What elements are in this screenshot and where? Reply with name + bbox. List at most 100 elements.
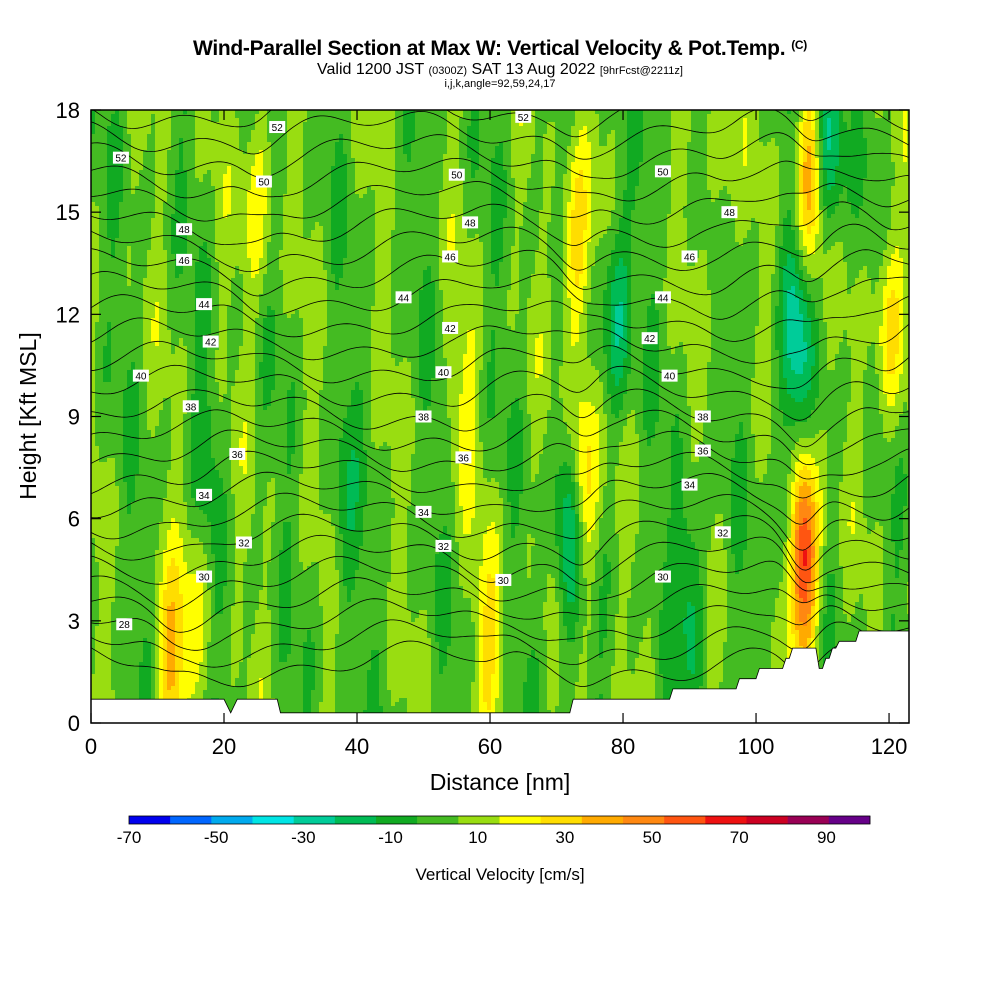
field-cell [143,566,148,571]
field-cell [103,294,108,299]
field-cell [147,498,152,503]
field-cell [115,494,120,499]
field-cell [147,418,152,423]
field-cell [127,678,132,683]
field-cell [171,582,176,587]
field-cell [119,482,124,487]
field-cell [159,510,164,515]
field-cell [107,194,112,199]
field-cell [99,262,104,267]
field-cell [135,350,140,355]
field-cell [131,510,136,515]
field-cell [163,246,168,251]
field-cell [143,518,148,523]
field-cell [95,254,100,259]
field-cell [159,286,164,291]
field-cell [147,682,152,687]
field-cell [155,674,160,679]
field-cell [107,242,112,247]
field-cell [171,154,176,159]
field-cell [151,150,156,155]
field-cell [139,630,144,635]
field-cell [127,238,132,243]
field-cell [111,266,116,271]
field-cell [119,426,124,431]
field-cell [123,206,128,211]
field-cell [131,694,136,699]
field-cell [131,582,136,587]
field-cell [175,290,180,295]
field-cell [103,254,108,259]
field-cell [159,542,164,547]
field-cell [159,274,164,279]
field-cell [119,490,124,495]
field-cell [171,514,176,519]
field-cell [123,458,128,463]
field-cell [95,146,100,151]
field-cell [139,682,144,687]
field-cell [115,490,120,495]
field-cell [151,506,156,511]
field-cell [123,562,128,567]
field-cell [167,254,172,259]
field-cell [119,694,124,699]
field-cell [159,438,164,443]
field-cell [175,278,180,283]
field-cell [175,154,180,159]
field-cell [131,422,136,427]
field-cell [155,386,160,391]
field-cell [103,402,108,407]
field-cell [95,206,100,211]
field-cell [107,630,112,635]
field-cell [99,342,104,347]
field-cell [159,422,164,427]
field-cell [95,594,100,599]
field-cell [147,226,152,231]
field-cell [151,450,156,455]
field-cell [123,218,128,223]
field-cell [103,522,108,527]
field-cell [107,234,112,239]
field-cell [163,414,168,419]
field-cell [123,278,128,283]
field-cell [175,186,180,191]
field-cell [107,114,112,119]
field-cell [167,406,172,411]
field-cell [147,322,152,327]
field-cell [123,606,128,611]
field-cell [143,514,148,519]
field-cell [119,634,124,639]
field-cell [127,570,132,575]
field-cell [159,222,164,227]
field-cell [111,550,116,555]
field-cell [171,586,176,591]
field-cell [171,354,176,359]
field-cell [119,282,124,287]
field-cell [139,234,144,239]
field-cell [103,630,108,635]
field-cell [147,546,152,551]
field-cell [99,206,104,211]
field-cell [107,486,112,491]
field-cell [103,658,108,663]
field-cell [167,282,172,287]
field-cell [167,554,172,559]
field-cell [99,178,104,183]
field-cell [139,658,144,663]
field-cell [115,682,120,687]
field-cell [115,402,120,407]
field-cell [131,686,136,691]
field-cell [143,254,148,259]
field-cell [131,222,136,227]
field-cell [135,478,140,483]
field-cell [167,682,172,687]
field-cell [163,250,168,255]
field-cell [143,118,148,123]
field-cell [107,582,112,587]
field-cell [131,682,136,687]
field-cell [95,138,100,143]
field-cell [119,394,124,399]
field-cell [127,446,132,451]
field-cell [127,490,132,495]
field-cell [167,674,172,679]
